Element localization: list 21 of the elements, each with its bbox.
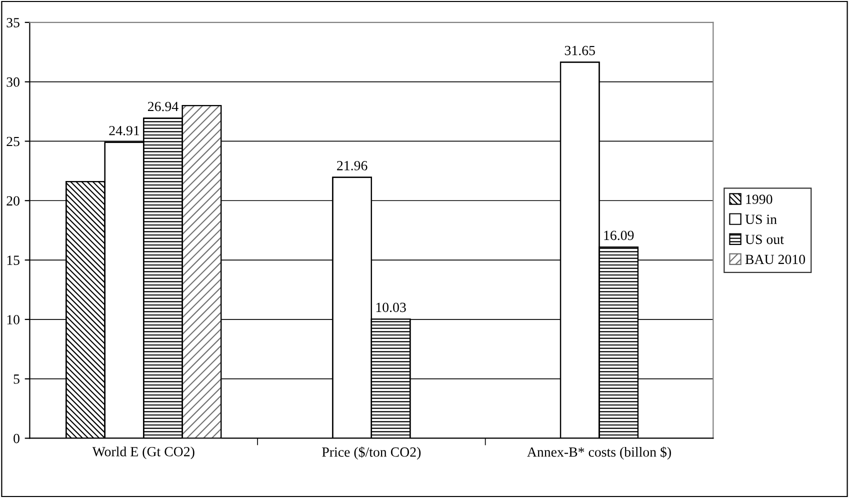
legend-label: BAU 2010 (745, 254, 806, 264)
y-tick-label: 20 (6, 196, 20, 206)
x-tick-label: Annex-B* costs (billon $) (527, 446, 671, 460)
legend-label: US out (745, 234, 784, 244)
data-label: 16.09 (604, 230, 634, 240)
x-tick-label: World E (Gt CO2) (92, 446, 194, 460)
y-tick-label: 10 (7, 315, 20, 324)
x-tick-label: Price ($/ton CO2) (322, 446, 421, 460)
data-label: 31.65 (564, 46, 595, 56)
data-label: 24.91 (109, 126, 140, 136)
y-tick-label: 0 (14, 434, 20, 444)
legend-label: 1990 (746, 194, 772, 204)
legend-label: US in (745, 214, 777, 224)
y-tick-label: 5 (14, 374, 20, 384)
data-label: 10.03 (376, 302, 406, 312)
y-tick-label: 30 (6, 77, 20, 87)
y-tick-label: 15 (7, 256, 20, 265)
y-tick-label: 35 (6, 18, 20, 28)
y-tick-label: 25 (6, 136, 20, 146)
data-label: 21.96 (337, 161, 368, 170)
data-label: 26.94 (148, 102, 178, 112)
